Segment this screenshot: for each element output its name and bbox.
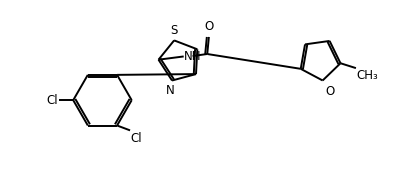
Text: O: O	[204, 20, 213, 33]
Text: O: O	[325, 84, 335, 98]
Text: Cl: Cl	[131, 132, 142, 145]
Text: Cl: Cl	[47, 94, 58, 107]
Text: CH₃: CH₃	[357, 69, 379, 82]
Text: S: S	[171, 24, 178, 37]
Text: NH: NH	[184, 49, 201, 62]
Text: N: N	[166, 84, 175, 97]
